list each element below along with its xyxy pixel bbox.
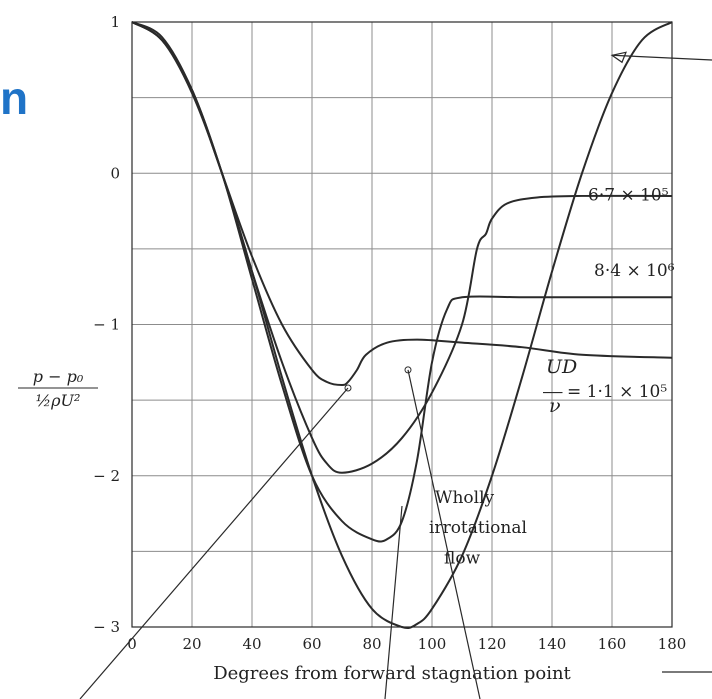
x-tick-label: 60 xyxy=(302,635,321,653)
x-tick-label: 140 xyxy=(538,635,567,653)
pointer-origin-marker xyxy=(404,366,412,374)
annotation-pointer-line xyxy=(611,54,712,61)
series-line-irrotational xyxy=(131,21,673,630)
x-tick-label: 20 xyxy=(182,635,201,653)
x-tick-label: 80 xyxy=(362,635,381,653)
annotation-r67: 6·7 × 10⁵ xyxy=(588,185,669,205)
annotation-r84: 8·4 × 10⁶ xyxy=(594,261,675,281)
annotation-ud_den: ν xyxy=(549,395,561,417)
chart-grid xyxy=(131,21,673,628)
arrowhead-icon xyxy=(610,51,627,64)
y-tick-label: 0 xyxy=(110,164,120,182)
title-fragment: n xyxy=(0,72,29,124)
x-axis-label: Degrees from forward stagnation point xyxy=(213,663,571,684)
y-tick-label: − 3 xyxy=(93,618,120,636)
x-tick-label: 180 xyxy=(658,635,687,653)
annotation-pointer-line xyxy=(79,387,349,699)
series-line-re_6_7e5 xyxy=(131,21,673,474)
annotation-wholly: Wholly xyxy=(435,488,495,508)
series-line-re_8_4e6 xyxy=(131,21,672,543)
x-tick-label: 100 xyxy=(418,635,447,653)
pointer-origin-marker xyxy=(344,384,352,392)
x-tick-label: 120 xyxy=(478,635,507,653)
y-axis-label-numerator: p − p₀ xyxy=(33,367,84,386)
y-tick-label: − 2 xyxy=(93,467,120,485)
chart-labels: Degrees from forward stagnation point p −… xyxy=(18,185,675,684)
x-tick-label: 40 xyxy=(242,635,261,653)
x-tick-label: 160 xyxy=(598,635,627,653)
y-axis-label-denominator: ½ρU² xyxy=(36,391,81,410)
annotation-ud_num: UD xyxy=(546,356,577,378)
y-tick-label: − 1 xyxy=(93,316,120,334)
annotation-pointer-line xyxy=(384,505,403,699)
annotation-flow: flow xyxy=(444,548,481,568)
annotation-pointers xyxy=(79,51,712,699)
x-tick-label: 0 xyxy=(127,635,137,653)
annotation-ud_val: = 1·1 × 10⁵ xyxy=(567,382,667,402)
y-tick-label: 1 xyxy=(110,13,120,31)
annotation-pointer-line xyxy=(407,369,481,699)
annotation-irrotational: irrotational xyxy=(429,518,527,538)
chart-ticks: 0 20 40 60 80 100 120 140 160 180 1 0 − 1 − 2 − 3 xyxy=(93,13,686,653)
chart-series xyxy=(131,21,673,630)
